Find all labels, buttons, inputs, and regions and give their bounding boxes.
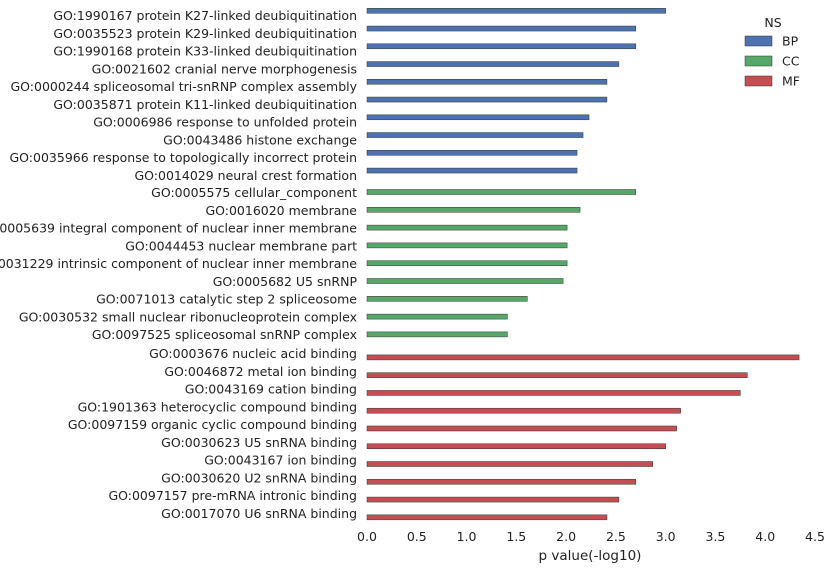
- category-label: GO:1990167 protein K27-linked deubiquiti…: [53, 8, 357, 23]
- x-tick-label: 3.0: [656, 529, 676, 544]
- bar-cc: [366, 313, 508, 320]
- category-label: GO:0046872 metal ion binding: [164, 364, 357, 379]
- bar-mf: [366, 461, 653, 467]
- category-label: GO:0043167 ion binding: [204, 453, 357, 468]
- category-label: GO:0014029 neural crest formation: [134, 168, 357, 183]
- category-label: GO:1990168 protein K33-linked deubiquiti…: [53, 44, 357, 59]
- bar-cc: [366, 278, 564, 284]
- bar-mf: [366, 479, 637, 485]
- category-label: GO:0044453 nuclear membrane part: [125, 238, 357, 253]
- category-label: GO:0000244 spliceosomal tri-snRNP comple…: [10, 79, 357, 94]
- category-label: GO:0031229 intrinsic component of nuclea…: [0, 256, 357, 271]
- bar-mf: [366, 390, 741, 396]
- category-label: GO:0030623 U5 snRNA binding: [161, 435, 357, 450]
- category-label: GO:0035523 protein K29-linked deubiquiti…: [53, 26, 357, 41]
- legend-title: NS: [764, 15, 781, 30]
- category-label: GO:1901363 heterocyclic compound binding: [78, 399, 357, 414]
- x-tick-label: 1.0: [457, 529, 477, 544]
- legend-swatch-bp: [744, 35, 773, 47]
- bar-mf: [366, 372, 748, 378]
- bar-cc: [366, 242, 568, 249]
- category-label: GO:0005639 integral component of nuclear…: [0, 221, 357, 236]
- bar-bp: [366, 43, 637, 50]
- category-label: GO:0003676 nucleic acid binding: [149, 346, 357, 361]
- category-label: GO:0043486 histone exchange: [163, 132, 357, 147]
- bar-bp: [366, 8, 666, 14]
- legend-label-cc: CC: [782, 54, 800, 69]
- legend: NS BP CC MF: [744, 15, 800, 89]
- bar-bp: [366, 79, 608, 85]
- category-label: GO:0097159 organic cyclic compound bindi…: [68, 417, 357, 432]
- bar-cc: [366, 189, 637, 195]
- category-label: GO:0005575 cellular_component: [151, 185, 357, 200]
- legend-label-mf: MF: [782, 74, 800, 89]
- bar-cc: [366, 260, 568, 266]
- legend-swatch-mf: [744, 75, 773, 87]
- x-tick-label: 2.5: [606, 529, 626, 544]
- x-tick-label: 1.5: [506, 529, 526, 544]
- x-tick-label: 3.5: [705, 529, 725, 544]
- x-axis-ticks: 0.0 0.5 1.0 1.5 2.0 2.5 3.0 3.5 4.0 4.5: [357, 529, 825, 544]
- category-label: GO:0071013 catalytic step 2 spliceosome: [96, 292, 357, 307]
- x-tick-label: 4.5: [805, 529, 825, 544]
- category-label: GO:0030620 U2 snRNA binding: [161, 470, 357, 485]
- category-label: GO:0030532 small nuclear ribonucleoprote…: [19, 309, 357, 324]
- x-tick-label: 2.0: [556, 529, 576, 544]
- category-label: GO:0097525 spliceosomal snRNP complex: [92, 327, 357, 342]
- legend-entries: BP CC MF: [744, 34, 800, 89]
- bar-cc: [366, 224, 568, 231]
- category-labels: GO:1990167 protein K27-linked deubiquiti…: [0, 8, 358, 521]
- legend-label-bp: BP: [782, 34, 799, 49]
- bar-bp: [366, 96, 608, 103]
- category-label: GO:0035871 protein K11-linked deubiquiti…: [53, 97, 357, 112]
- bar-bp: [366, 25, 637, 32]
- category-label: GO:0005682 U5 snRNP: [213, 274, 358, 289]
- bar-cc: [366, 296, 528, 302]
- category-label: GO:0097157 pre-mRNA intronic binding: [108, 488, 357, 503]
- bar-mf: [366, 407, 681, 414]
- bar-mf: [366, 425, 677, 432]
- bars-layer: [366, 8, 800, 521]
- legend-swatch-cc: [744, 55, 773, 67]
- category-label: GO:0016020 membrane: [205, 203, 357, 218]
- category-label: GO:0043169 cation binding: [185, 382, 357, 397]
- bar-mf: [366, 496, 620, 503]
- x-tick-label: 0.5: [407, 529, 427, 544]
- bar-cc: [366, 207, 581, 213]
- category-label: GO:0006986 response to unfolded protein: [93, 115, 357, 130]
- bar-bp: [366, 114, 590, 121]
- bar-mf: [366, 443, 666, 449]
- x-tick-label: 4.0: [755, 529, 775, 544]
- bar-bp: [366, 150, 578, 156]
- category-label: GO:0021602 cranial nerve morphogenesis: [92, 61, 357, 76]
- category-label: GO:0017070 U6 snRNA binding: [161, 506, 357, 521]
- bar-bp: [366, 132, 584, 138]
- bar-bp: [366, 61, 620, 67]
- category-label: GO:0035966 response to topologically inc…: [9, 150, 357, 165]
- x-axis-title: p value(-log10): [539, 548, 642, 564]
- bar-mf: [366, 354, 800, 361]
- bar-cc: [366, 331, 508, 338]
- bar-mf: [366, 514, 608, 521]
- x-tick-label: 0.0: [357, 529, 377, 544]
- bar-bp: [366, 167, 578, 174]
